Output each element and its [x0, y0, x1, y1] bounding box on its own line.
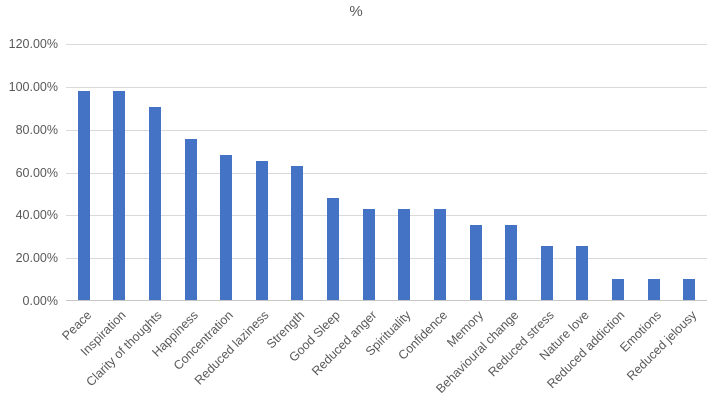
- bar-concentration: [220, 155, 232, 300]
- y-tick-label: 80.00%: [15, 123, 58, 137]
- bar-nature-love: [576, 246, 588, 300]
- bar-happiness: [185, 139, 197, 300]
- gridline: [66, 44, 707, 45]
- bar-behavioural-change: [505, 225, 517, 300]
- y-tick-label: 20.00%: [15, 251, 58, 265]
- gridline: [66, 215, 707, 216]
- y-tick-label: 120.00%: [8, 37, 58, 51]
- y-tick-label: 0.00%: [22, 294, 58, 308]
- gridline: [66, 130, 707, 131]
- x-axis-line: [66, 300, 707, 301]
- bar-reduced-stress: [541, 246, 553, 300]
- bar-strength: [291, 166, 303, 300]
- gridline: [66, 87, 707, 88]
- bar-memory: [470, 225, 482, 300]
- bar-confidence: [434, 209, 446, 300]
- bar-peace: [78, 91, 90, 300]
- bar-spirituality: [398, 209, 410, 300]
- bar-reduced-addiction: [612, 279, 624, 300]
- gridline: [66, 173, 707, 174]
- chart-title: %: [349, 3, 363, 20]
- y-tick-label: 60.00%: [15, 166, 58, 180]
- bar-reduced-laziness: [256, 161, 268, 300]
- bar-emotions: [648, 279, 660, 300]
- y-tick-label: 40.00%: [15, 208, 58, 222]
- plot-area: [66, 44, 707, 301]
- bar-reduced-jelousy: [683, 279, 695, 300]
- bar-reduced-anger: [363, 209, 375, 300]
- y-tick-label: 100.00%: [8, 80, 58, 94]
- gridline: [66, 258, 707, 259]
- bar-clarity-of-thoughts: [149, 107, 161, 300]
- bar-inspiration: [113, 91, 125, 300]
- bar-good-sleep: [327, 198, 339, 300]
